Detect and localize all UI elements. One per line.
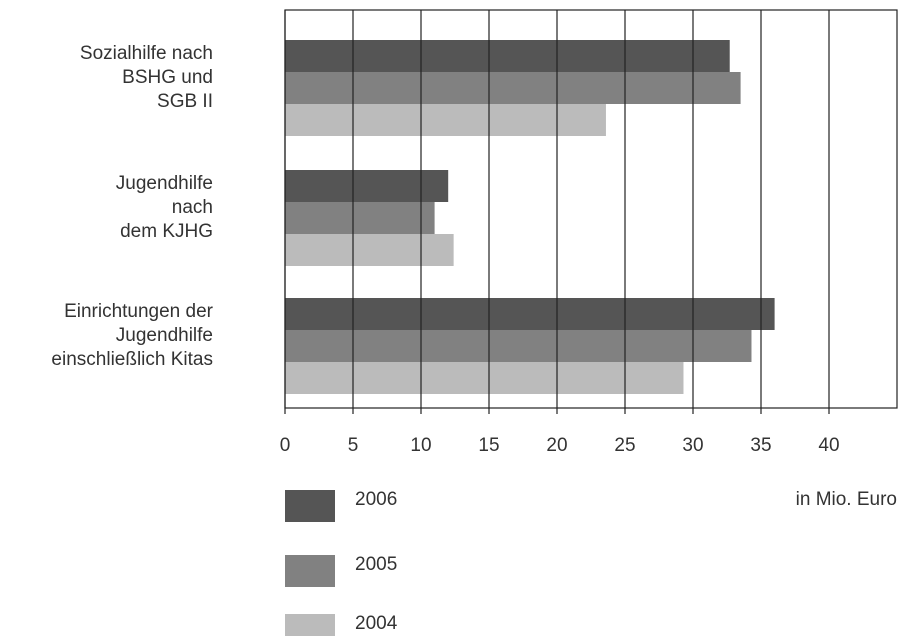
x-tick-label: 30 xyxy=(682,435,703,456)
bar xyxy=(285,362,684,394)
bar xyxy=(285,40,730,72)
bar xyxy=(285,298,775,330)
category-label: einschließlich Kitas xyxy=(51,349,213,370)
x-tick-label: 0 xyxy=(280,435,291,456)
x-tick-label: 5 xyxy=(348,435,359,456)
legend-label: 2004 xyxy=(355,613,398,634)
category-label: Einrichtungen der xyxy=(64,301,214,322)
category-label: Sozialhilfe nach xyxy=(80,43,213,64)
x-tick-label: 10 xyxy=(410,435,431,456)
category-label: BSHG und xyxy=(122,67,213,88)
category-label: SGB II xyxy=(157,91,213,112)
legend-swatch xyxy=(285,614,335,636)
x-tick-label: 35 xyxy=(750,435,771,456)
bar xyxy=(285,330,752,362)
x-tick-label: 25 xyxy=(614,435,635,456)
x-tick-label: 15 xyxy=(478,435,499,456)
x-axis-label: in Mio. Euro xyxy=(796,489,897,510)
x-tick-label: 40 xyxy=(818,435,839,456)
x-tick-label: 20 xyxy=(546,435,567,456)
category-label: dem KJHG xyxy=(120,221,213,242)
legend-swatch xyxy=(285,555,335,587)
bar xyxy=(285,202,435,234)
legend-label: 2006 xyxy=(355,489,397,510)
bar xyxy=(285,72,741,104)
legend-label: 2005 xyxy=(355,554,397,575)
category-label: Jugendhilfe xyxy=(116,325,213,346)
bar xyxy=(285,234,454,266)
plot-frame xyxy=(284,9,898,409)
category-label: nach xyxy=(172,197,213,218)
bar xyxy=(285,104,606,136)
bar xyxy=(285,170,449,202)
category-label: Jugendhilfe xyxy=(116,173,213,194)
legend-swatch xyxy=(285,490,335,522)
